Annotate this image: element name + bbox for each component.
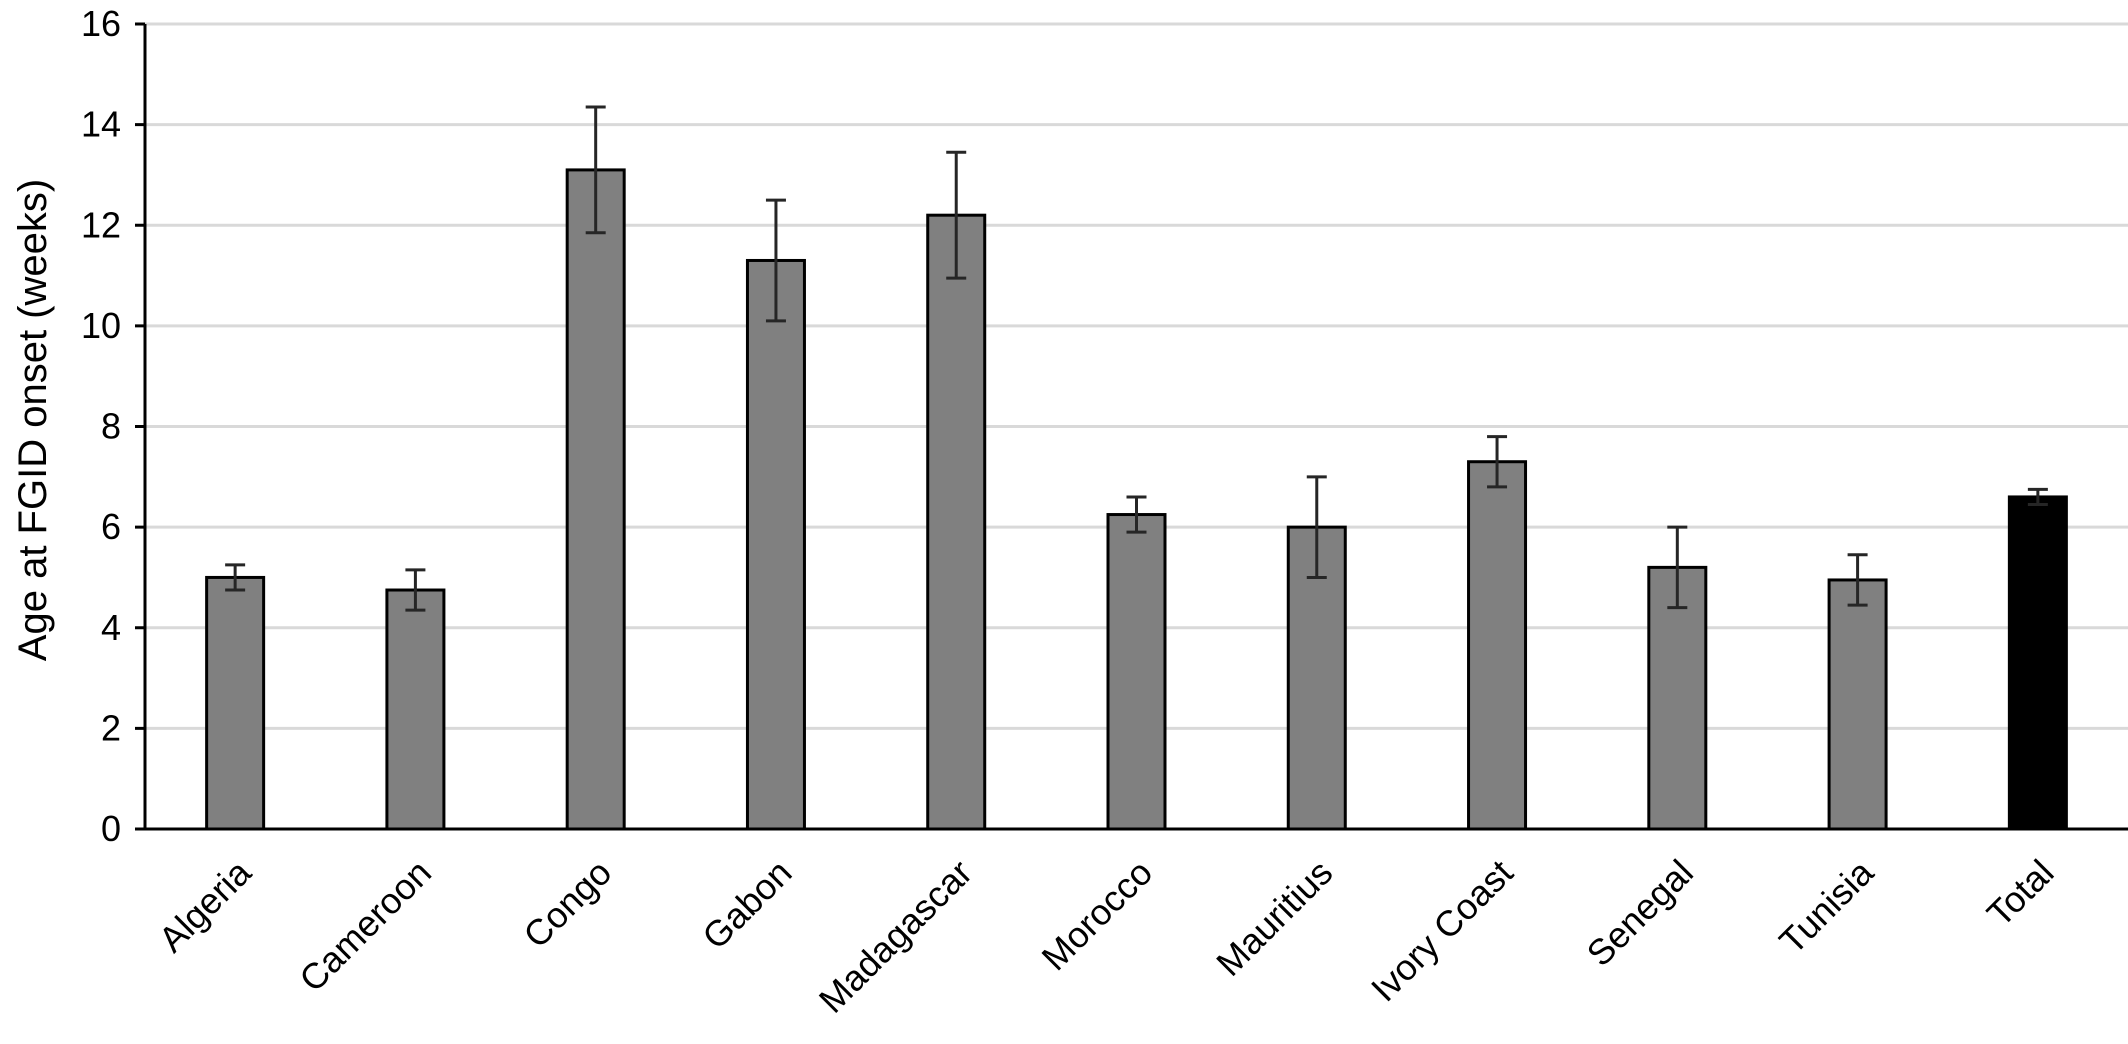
y-tick-label: 16 [81,3,121,44]
error-bar [1847,553,1868,607]
error-bar [1667,525,1688,610]
x-tick-labels: Algeria Cameroon Congo Gabon Madagascar Moroc… [151,851,2062,1021]
error-bar [946,150,967,280]
bar-morocco [1106,513,1167,831]
y-tick-label: 6 [101,506,121,547]
bar-cameroon [385,588,446,831]
y-tick-label: 0 [101,808,121,849]
error-bar [225,563,246,592]
bar-congo [565,168,626,831]
y-tick-label: 10 [81,305,121,346]
y-tick-labels: 0 2 4 6 8 10 12 14 16 [81,3,121,849]
x-tick-label: Morocco [1034,852,1161,979]
bar-tunisia [1827,578,1888,831]
x-tick-label: Tunisia [1771,851,1882,962]
x-tick-label: Cameroon [291,852,439,1000]
error-bar [2027,487,2048,506]
bar-total [2007,495,2068,831]
x-tick-label: Gabon [694,852,799,957]
x-tick-label: Ivory Coast [1363,852,1521,1010]
x-tick-label: Madagascar [811,852,980,1021]
x-tick-label: Mauritius [1208,852,1340,984]
error-bar [405,568,426,612]
bar-madagascar [926,213,987,831]
error-bar [1126,495,1147,534]
bar-algeria [205,575,266,831]
bar-gabon [745,258,806,831]
error-bar [585,105,606,235]
error-bars [225,105,2048,612]
bar-ivory-coast [1467,460,1528,831]
error-bar [1487,435,1508,489]
y-tick-label: 8 [101,406,121,447]
y-tick-label: 14 [81,104,121,145]
x-tick-label: Senegal [1579,852,1701,974]
y-tick-label: 12 [81,204,121,245]
error-bar [1306,475,1327,579]
x-tick-label: Algeria [151,851,260,960]
y-tick-label: 4 [101,607,121,648]
y-tick-label: 2 [101,707,121,748]
x-tick-label: Total [1979,852,2062,935]
error-bar [765,198,786,323]
axes [135,22,2128,831]
x-tick-label: Congo [515,852,619,956]
bars [205,168,2068,831]
y-axis-title: Age at FGID onset (weeks) [11,179,55,661]
